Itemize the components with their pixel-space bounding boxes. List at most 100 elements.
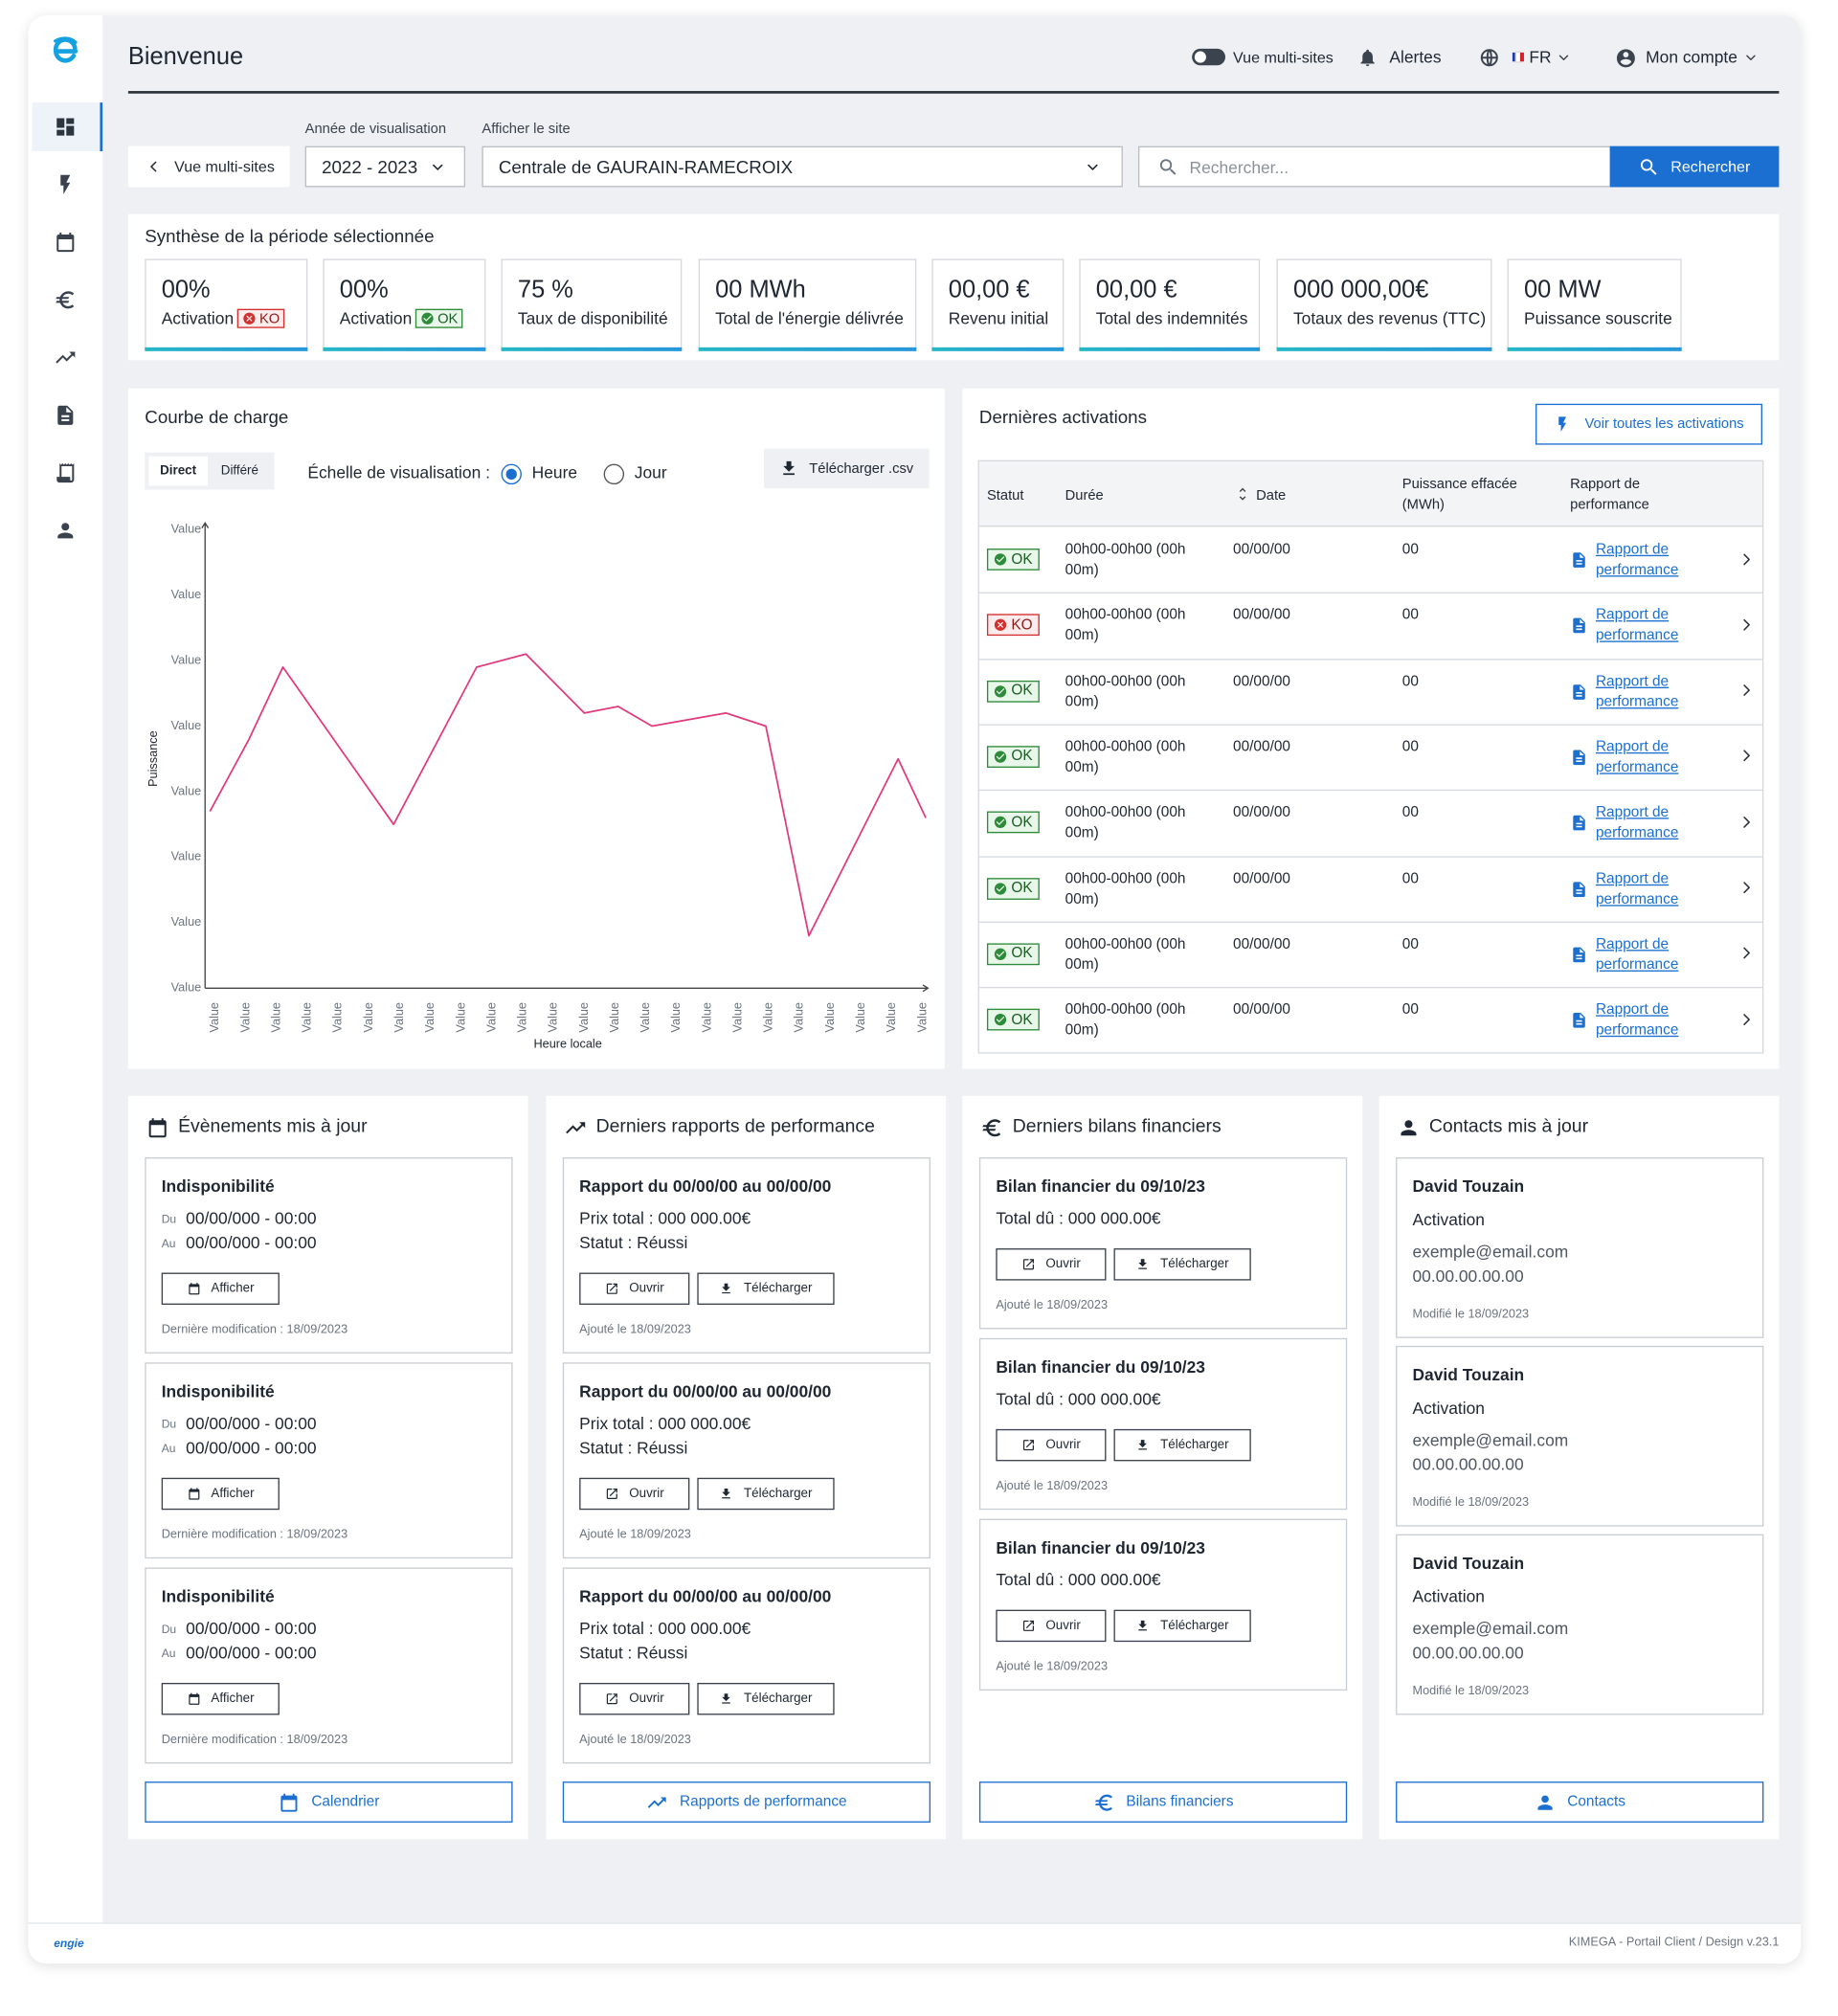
card [145, 1157, 513, 1354]
toggle-label[interactable]: Vue multi-sites [1233, 48, 1334, 67]
summary-card: 00% Activation KO [145, 258, 308, 351]
footer-button[interactable]: Calendrier [145, 1781, 513, 1823]
date: 00/00/00 [1233, 608, 1290, 624]
search-input[interactable]: Rechercher... [1137, 146, 1612, 188]
action-button[interactable]: Ouvrir [579, 1272, 690, 1306]
action-button[interactable]: Ouvrir [996, 1248, 1107, 1281]
nav-item[interactable] [54, 288, 77, 311]
report-link[interactable]: Rapport de performance [1595, 673, 1679, 710]
icon [1480, 49, 1498, 67]
report-link[interactable]: Rapport de performance [1595, 739, 1679, 775]
year-select[interactable]: 2022 - 2023 [304, 146, 466, 188]
card [1396, 1157, 1764, 1338]
card-label: Totaux des revenus (TTC) [1292, 308, 1487, 328]
footer-button-label: Rapports de performance [680, 1794, 847, 1810]
account[interactable]: Mon compte [1646, 47, 1737, 67]
site-select[interactable]: Centrale de GAURAIN-RAMECROIX [482, 146, 1123, 188]
language[interactable]: FR [1529, 47, 1552, 67]
report-link[interactable]: Rapport de performance [1595, 870, 1679, 907]
report-link[interactable]: Rapport de performance [1595, 542, 1679, 578]
y-tick-label: Value [171, 980, 202, 995]
y-tick-label: Value [171, 587, 202, 601]
footer-button[interactable]: Contacts [1396, 1781, 1764, 1823]
card-label-row: Activation KO [162, 308, 285, 328]
action-button[interactable]: Télécharger [1113, 1428, 1251, 1462]
radio[interactable] [603, 463, 625, 485]
search-button[interactable]: Rechercher [1609, 146, 1780, 188]
tab[interactable]: Différé [211, 457, 270, 486]
chart-title: Courbe de charge [145, 406, 289, 428]
action-button[interactable]: Télécharger [697, 1272, 835, 1306]
icon [1573, 816, 1585, 831]
back-button[interactable]: Vue multi-sites [127, 146, 290, 188]
action-button[interactable]: Télécharger [1113, 1248, 1251, 1281]
footer-button[interactable]: Rapports de performance [562, 1781, 931, 1823]
radio-selected[interactable] [501, 463, 522, 485]
view-all-button[interactable]: Voir toutes les activations [1535, 403, 1763, 445]
toggle-knob [1194, 51, 1206, 63]
logo[interactable] [49, 34, 82, 68]
report-link[interactable]: Rapport de performance [1595, 608, 1679, 644]
radio-label[interactable]: Jour [634, 462, 667, 482]
action-button[interactable]: Télécharger [1113, 1609, 1251, 1643]
tab-active[interactable]: Direct [148, 456, 208, 486]
action-button[interactable]: Afficher [161, 1477, 280, 1511]
activations-title: Dernières activations [978, 406, 1147, 428]
report-link[interactable]: Rapport de performance [1595, 805, 1679, 841]
page-title: Bienvenue [127, 43, 244, 71]
nav-item[interactable] [54, 347, 77, 370]
report-link[interactable]: Rapport de performance [1595, 1002, 1679, 1039]
nav-item[interactable] [54, 461, 77, 484]
flag-b [1512, 52, 1516, 62]
icon [994, 1014, 1007, 1026]
radio-label[interactable]: Heure [531, 462, 578, 482]
icon [1087, 164, 1098, 170]
nav-item[interactable] [54, 519, 77, 542]
icon [1742, 618, 1750, 631]
action-label: Télécharger [743, 1281, 813, 1296]
action-label: Ouvrir [629, 1281, 664, 1296]
nav-item[interactable] [54, 116, 77, 139]
tab-label: Direct [160, 463, 197, 479]
from-date: 00/00/000 - 00:00 [186, 1208, 317, 1228]
action-button[interactable]: Ouvrir [996, 1428, 1107, 1462]
duration: 00h00-00h00 (00h 00m) [1065, 1002, 1186, 1039]
status-badge: KO [986, 614, 1040, 637]
action-button[interactable]: Télécharger [697, 1477, 835, 1511]
card-value: 00,00 € [948, 277, 1030, 304]
icon [421, 312, 435, 325]
report-link[interactable]: Rapport de performance [1595, 936, 1679, 973]
icon [1573, 947, 1585, 963]
nav-item[interactable] [54, 173, 77, 196]
card-label-row: Total des indemnités [1096, 309, 1248, 328]
to-date: 00/00/000 - 00:00 [186, 1438, 317, 1458]
from-label: Du [161, 1623, 177, 1636]
icon [1573, 552, 1585, 568]
action-button[interactable]: Ouvrir [579, 1477, 690, 1511]
download-csv[interactable]: Télécharger .csv [763, 448, 930, 489]
contact-role: Activation [1412, 1398, 1485, 1418]
card-label: Activation [339, 308, 413, 328]
action-label: Ouvrir [1045, 1619, 1081, 1633]
badge-text: OK [1011, 946, 1033, 962]
summary-card: 00 MW Puissance souscrite [1507, 258, 1682, 351]
power: 00 [1401, 805, 1419, 821]
card-label: Total des indemnités [1095, 308, 1248, 328]
alerts[interactable]: Alertes [1389, 47, 1442, 67]
x-tick-label: Value [300, 1002, 314, 1033]
x-tick-label: Value [638, 1002, 652, 1033]
action-button[interactable]: Télécharger [697, 1682, 835, 1715]
power: 00 [1401, 739, 1419, 755]
date: 00/00/00 [1233, 673, 1290, 689]
action-button[interactable]: Afficher [161, 1682, 280, 1715]
icon [1138, 1259, 1148, 1269]
action-button[interactable]: Ouvrir [579, 1682, 690, 1715]
contact-email: exemple@email.com [1412, 1618, 1569, 1639]
card-label-row: Puissance souscrite [1524, 309, 1672, 328]
footer-button[interactable]: Bilans financiers [978, 1781, 1348, 1823]
nav-item[interactable] [54, 231, 77, 254]
table-head [978, 461, 1763, 527]
action-button[interactable]: Ouvrir [996, 1609, 1107, 1643]
action-button[interactable]: Afficher [161, 1272, 280, 1306]
nav-item[interactable] [54, 404, 77, 427]
